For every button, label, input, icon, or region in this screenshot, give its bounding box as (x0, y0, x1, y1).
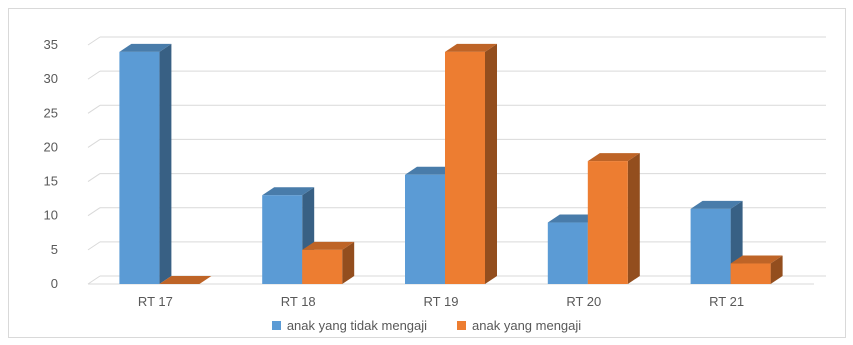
bar-side-rt-17-s0 (159, 43, 172, 285)
gridline-side (87, 36, 101, 46)
bar-top-rt-20-s1 (587, 153, 640, 162)
x-tick-label: RT 17 (138, 294, 173, 309)
y-tick-label: 25 (44, 105, 58, 120)
gridline-side (87, 241, 101, 251)
bar-top-rt-19-s0 (405, 166, 457, 175)
x-tick-label: RT 19 (424, 294, 459, 309)
bar-side-rt-18-s1 (342, 241, 355, 284)
x-tick-label: RT 20 (566, 294, 601, 309)
gridline-side (87, 275, 101, 285)
bar-top-rt-19-s1 (445, 43, 497, 52)
legend-item-tidak-mengaji: anak yang tidak mengaji (271, 318, 428, 333)
bar-rt-19-s0 (405, 174, 445, 284)
y-tick-label: 15 (44, 174, 58, 189)
y-tick-label: 10 (44, 208, 58, 223)
y-tick-label: 0 (51, 276, 58, 291)
bar-rt-19-s1 (445, 51, 485, 285)
gridline-side (87, 139, 101, 148)
legend-swatch-orange (457, 321, 467, 330)
bar-rt-17-s0 (119, 51, 160, 285)
bar-top-rt-17-s0 (119, 43, 172, 52)
bar-side-rt-19-s1 (485, 43, 497, 285)
bar-top-rt-20-s0 (547, 214, 600, 223)
y-tick-label: 30 (44, 71, 58, 86)
legend-label-tidak-mengaji: anak yang tidak mengaji (286, 318, 428, 333)
bar-top-rt-17-s1 (159, 276, 212, 284)
gridline-side (87, 173, 101, 182)
legend-item-mengaji: anak yang mengaji (457, 318, 581, 333)
bar-rt-18-s1 (302, 249, 343, 284)
gridline-side (87, 207, 101, 217)
y-tick-label: 5 (51, 242, 58, 257)
bar-top-rt-21-s0 (690, 200, 743, 209)
bar-top-rt-18-s0 (262, 187, 315, 196)
legend-label-mengaji: anak yang mengaji (472, 318, 582, 333)
y-tick-label: 20 (44, 139, 58, 154)
bar-rt-21-s1 (730, 263, 771, 284)
gridline-side (87, 70, 101, 80)
bar-top-rt-18-s1 (302, 241, 355, 250)
gridline-side (87, 104, 101, 114)
bar-side-rt-21-s1 (770, 255, 783, 284)
chart-legend: anak yang tidak mengaji anak yang mengaj… (0, 318, 853, 333)
bar-top-rt-21-s1 (730, 255, 783, 264)
x-tick-label: RT 18 (281, 294, 316, 309)
bar-rt-20-s1 (587, 161, 628, 284)
bar-rt-18-s0 (262, 195, 303, 284)
legend-swatch-blue (271, 321, 281, 330)
x-tick-label: RT 21 (709, 294, 744, 309)
bar-rt-20-s0 (547, 222, 588, 284)
y-tick-label: 35 (44, 37, 58, 52)
bar-side-rt-20-s1 (627, 153, 640, 284)
bar-rt-21-s0 (690, 208, 731, 284)
